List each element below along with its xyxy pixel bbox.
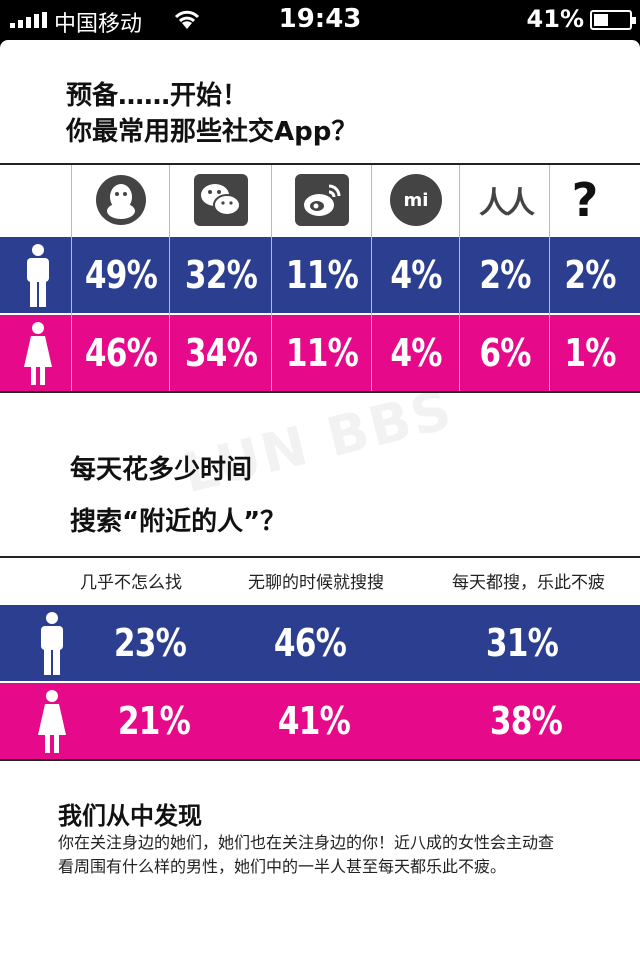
divider xyxy=(0,391,640,393)
male-pct-rarely: 23% xyxy=(113,621,187,665)
status-bar: 中国移动 19:43 41% xyxy=(0,0,640,40)
app-column-qq xyxy=(72,165,170,235)
female-icon xyxy=(24,322,52,385)
female-pct-other: 1% xyxy=(564,331,616,375)
app-column-wechat xyxy=(170,165,272,235)
divider xyxy=(0,759,640,761)
carrier-name: 中国移动 xyxy=(54,12,143,37)
column-label-when-bored: 无聊的时候就搜搜 xyxy=(248,573,384,593)
section2-male-row: 23% 46% 31% xyxy=(0,605,640,681)
app-column-renren: 人人 xyxy=(460,165,550,235)
male-icon xyxy=(41,612,63,675)
column-divider xyxy=(459,165,460,391)
wifi-icon xyxy=(174,10,200,29)
male-pct-wechat: 32% xyxy=(184,253,258,297)
column-label-daily: 每天都搜，乐此不疲 xyxy=(452,573,605,593)
app-column-other: ? xyxy=(550,165,620,235)
male-pct-other: 2% xyxy=(564,253,616,297)
divider xyxy=(0,163,640,165)
section2-title-line1: 每天花多少时间 xyxy=(70,455,253,485)
column-divider xyxy=(371,165,372,391)
female-pct-daily: 38% xyxy=(489,699,563,743)
column-divider xyxy=(271,165,272,391)
clock: 19:43 xyxy=(278,4,362,34)
female-pct-rarely: 21% xyxy=(117,699,191,743)
app-column-mitalk: mi xyxy=(372,165,460,235)
wechat-icon xyxy=(194,174,248,226)
weibo-icon xyxy=(295,174,349,226)
signal-strength-icon xyxy=(10,12,47,28)
female-pct-weibo: 11% xyxy=(285,331,359,375)
section1-title-line1: 预备……开始！ xyxy=(66,81,249,111)
column-divider xyxy=(549,165,550,391)
infographic-page[interactable]: LUN BBS 预备……开始！ 你最常用那些社交App？ xyxy=(0,40,640,960)
section1-male-row: 49% 32% 11% 4% 2% 2% xyxy=(0,237,640,313)
female-pct-when-bored: 41% xyxy=(277,699,351,743)
findings-title: 我们从中发现 xyxy=(58,802,202,830)
mitalk-icon: mi xyxy=(390,174,442,226)
divider xyxy=(0,556,640,558)
app-icon-row: mi 人人 ? xyxy=(0,165,640,235)
column-divider xyxy=(71,165,72,391)
female-pct-wechat: 34% xyxy=(184,331,258,375)
renren-icon: 人人 xyxy=(479,186,535,221)
female-pct-renren: 6% xyxy=(479,331,531,375)
battery-percent: 41% xyxy=(526,5,584,33)
male-pct-renren: 2% xyxy=(479,253,531,297)
male-pct-weibo: 11% xyxy=(285,253,359,297)
qq-icon xyxy=(96,175,146,225)
male-icon xyxy=(27,244,49,307)
female-pct-qq: 46% xyxy=(84,331,158,375)
male-pct-qq: 49% xyxy=(84,253,158,297)
female-pct-mitalk: 4% xyxy=(390,331,442,375)
section1-female-row: 46% 34% 11% 4% 6% 1% xyxy=(0,315,640,391)
male-pct-when-bored: 46% xyxy=(273,621,347,665)
battery-icon xyxy=(590,10,636,30)
female-icon xyxy=(38,690,66,753)
question-icon: ? xyxy=(571,173,599,227)
section2-title-line2: 搜索“附近的人”？ xyxy=(70,507,287,537)
app-column-weibo xyxy=(272,165,372,235)
battery-fill xyxy=(594,14,608,26)
column-label-rarely: 几乎不怎么找 xyxy=(80,573,182,593)
male-pct-daily: 31% xyxy=(485,621,559,665)
section1-title-line2: 你最常用那些社交App？ xyxy=(66,117,358,147)
column-divider xyxy=(169,165,170,391)
findings-body: 你在关注身边的她们，她们也在关注身边的你！近八成的女性会主动查看周围有什么样的男… xyxy=(58,833,555,876)
section2-female-row: 21% 41% 38% xyxy=(0,683,640,759)
male-pct-mitalk: 4% xyxy=(390,253,442,297)
